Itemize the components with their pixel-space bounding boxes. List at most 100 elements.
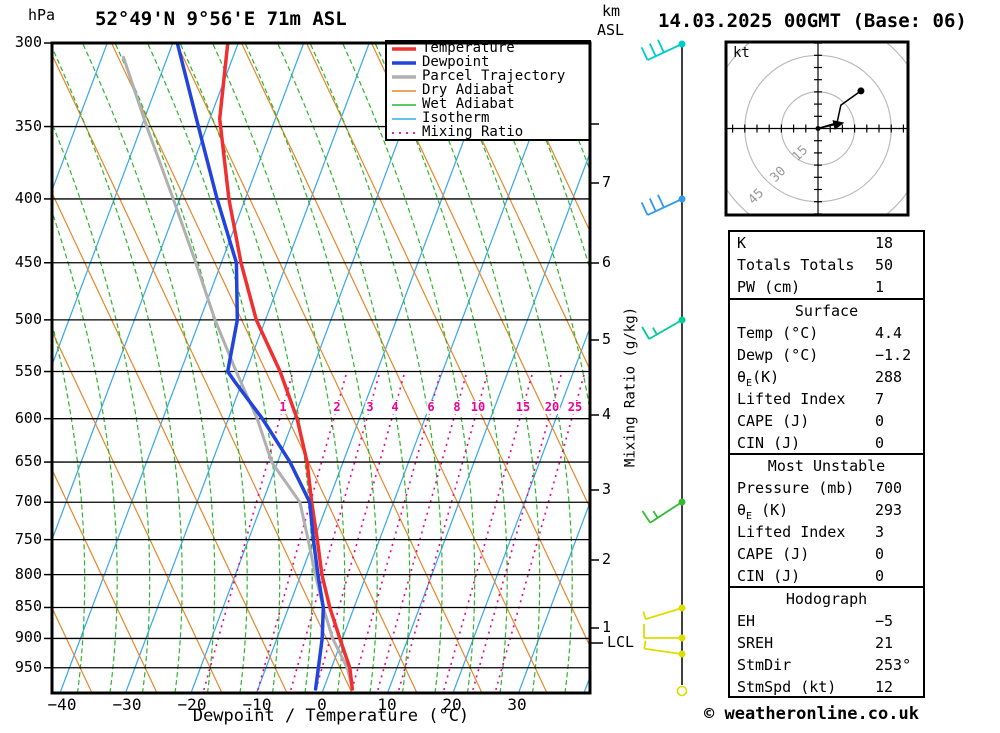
temp-tick-label: 20 bbox=[442, 695, 462, 714]
pressure-tick-label: 800 bbox=[14, 564, 42, 583]
row-label: Lifted Index bbox=[737, 523, 846, 541]
surface-table-row: CAPE (J) 0 bbox=[730, 410, 923, 432]
asl-axis-unit: ASL bbox=[597, 21, 625, 39]
mixing-ratio-value-label: 2 bbox=[332, 400, 342, 415]
mixing-ratio-value-label: 6 bbox=[426, 400, 436, 415]
row-value: 18 bbox=[875, 234, 894, 252]
temp-tick-label: −20 bbox=[177, 695, 207, 714]
most-unstable-table-row: Lifted Index 3 bbox=[730, 521, 923, 543]
indices-table-row: K 18 bbox=[730, 232, 923, 254]
temp-tick-label: −10 bbox=[242, 695, 272, 714]
km-tick-label: 1 bbox=[602, 618, 612, 636]
row-value: 0 bbox=[875, 434, 885, 452]
hodograph-table-row: StmDir 253° bbox=[730, 654, 923, 676]
lcl-label: LCL bbox=[607, 633, 635, 651]
row-label: θE (K) bbox=[737, 501, 789, 522]
row-label: Dewp (°C) bbox=[737, 346, 819, 364]
row-value: 1 bbox=[875, 278, 885, 296]
surface-table-row: CIN (J) 0 bbox=[730, 432, 923, 454]
most-unstable-table-row: CIN (J) 0 bbox=[730, 565, 923, 587]
row-value: 700 bbox=[875, 479, 903, 497]
row-label: Lifted Index bbox=[737, 390, 846, 408]
mixing-ratio-value-label: 10 bbox=[469, 400, 487, 415]
row-value: −1.2 bbox=[875, 346, 912, 364]
pressure-tick-label: 750 bbox=[14, 529, 42, 548]
most-unstable-table-row: CAPE (J) 0 bbox=[730, 543, 923, 565]
row-label: CAPE (J) bbox=[737, 545, 810, 563]
km-tick-label: 2 bbox=[602, 550, 612, 568]
row-label: K bbox=[737, 234, 747, 252]
indices-table: K 18 Totals Totals 50 PW (cm) 1 bbox=[728, 230, 925, 300]
row-label: SREH bbox=[737, 634, 774, 652]
row-value: −5 bbox=[875, 612, 894, 630]
pressure-tick-label: 650 bbox=[14, 452, 42, 471]
mixing-ratio-value-label: 20 bbox=[543, 400, 561, 415]
row-value: 293 bbox=[875, 501, 903, 519]
pressure-tick-label: 950 bbox=[14, 657, 42, 676]
legend-item-label: Isotherm bbox=[422, 110, 490, 126]
row-label: CAPE (J) bbox=[737, 412, 810, 430]
mixing-ratio-value-label: 4 bbox=[390, 400, 400, 415]
row-label: θE(K) bbox=[737, 368, 780, 389]
run-date-label: 14.03.2025 00GMT (Base: 06) bbox=[658, 10, 967, 32]
pressure-unit-label: hPa bbox=[28, 6, 56, 24]
pressure-tick-label: 450 bbox=[14, 252, 42, 271]
mixing-ratio-value-label: 3 bbox=[365, 400, 375, 415]
legend-item-label: Wet Adiabat bbox=[422, 96, 515, 112]
row-value: 0 bbox=[875, 567, 885, 585]
row-value: 0 bbox=[875, 545, 885, 563]
most-unstable-table-row: Pressure (mb) 700 bbox=[730, 477, 923, 499]
km-axis-unit: km bbox=[602, 2, 621, 20]
legend-item-label: Temperature bbox=[422, 40, 515, 56]
pressure-tick-label: 300 bbox=[14, 33, 42, 51]
surface-table-row: Dewp (°C) −1.2 bbox=[730, 344, 923, 366]
row-label: PW (cm) bbox=[737, 278, 801, 296]
pressure-tick-label: 700 bbox=[14, 492, 42, 511]
row-value: 12 bbox=[875, 678, 894, 696]
legend-item-label: Dewpoint bbox=[422, 54, 490, 70]
row-label: CIN (J) bbox=[737, 567, 801, 585]
temp-tick-label: −30 bbox=[112, 695, 142, 714]
km-tick-label: 5 bbox=[602, 330, 612, 348]
hodograph-table: Hodograph EH −5 SREH 21 StmDir 253° StmSpd (kt)… bbox=[728, 586, 925, 698]
most-unstable-table: Most Unstable Pressure (mb) 700 θE (K) 293 Li… bbox=[728, 453, 925, 588]
row-value: 21 bbox=[875, 634, 894, 652]
km-tick-label: 4 bbox=[602, 405, 612, 423]
temp-tick-label: 10 bbox=[377, 695, 397, 714]
pressure-tick-label: 500 bbox=[14, 309, 42, 328]
row-value: 3 bbox=[875, 523, 885, 541]
km-tick-label: 6 bbox=[602, 253, 612, 271]
row-label: CIN (J) bbox=[737, 434, 801, 452]
temp-tick-label: 0 bbox=[317, 695, 327, 714]
pressure-tick-label: 550 bbox=[14, 361, 42, 380]
pressure-tick-label: 350 bbox=[14, 116, 42, 135]
legend-item-label: Parcel Trajectory bbox=[422, 68, 566, 84]
surface-table: Surface Temp (°C) 4.4 Dewp (°C) −1.2 θE(K) 288… bbox=[728, 298, 925, 455]
mixing-ratio-axis-title: Mixing Ratio (g/kg) bbox=[622, 306, 639, 468]
pressure-tick-label: 400 bbox=[14, 188, 42, 207]
row-label: Temp (°C) bbox=[737, 324, 819, 342]
indices-table-row: PW (cm) 1 bbox=[730, 276, 923, 298]
temp-tick-label: 30 bbox=[507, 695, 527, 714]
hodograph-table-title: Hodograph bbox=[785, 590, 868, 608]
hodograph-unit-label: kt bbox=[733, 45, 750, 61]
mixing-ratio-value-label: 1 bbox=[278, 400, 288, 415]
row-label: StmSpd (kt) bbox=[737, 678, 837, 696]
row-label: Totals Totals bbox=[737, 256, 855, 274]
row-label: StmDir bbox=[737, 656, 792, 674]
row-label: Pressure (mb) bbox=[737, 479, 855, 497]
mixing-ratio-value-label: 8 bbox=[452, 400, 462, 415]
most-unstable-table-title: Most Unstable bbox=[767, 457, 886, 475]
surface-table-row: Temp (°C) 4.4 bbox=[730, 322, 923, 344]
legend-item-label: Mixing Ratio bbox=[422, 124, 524, 140]
hodograph-table-row: SREH 21 bbox=[730, 632, 923, 654]
km-tick-label: 7 bbox=[602, 173, 612, 191]
km-tick-label: 3 bbox=[602, 480, 612, 498]
hodograph-table-row: EH −5 bbox=[730, 610, 923, 632]
row-value: 288 bbox=[875, 368, 903, 386]
indices-table-row: Totals Totals 50 bbox=[730, 254, 923, 276]
row-value: 0 bbox=[875, 412, 885, 430]
surface-table-row: Lifted Index 7 bbox=[730, 388, 923, 410]
